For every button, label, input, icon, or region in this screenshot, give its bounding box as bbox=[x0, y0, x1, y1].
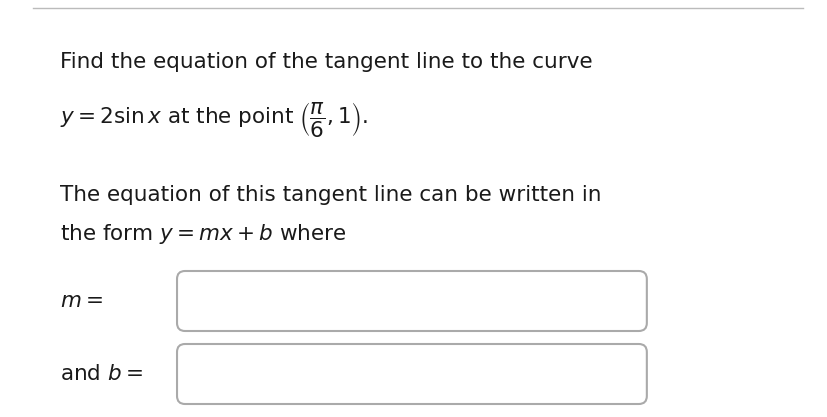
Text: $m = $: $m = $ bbox=[60, 291, 103, 311]
FancyBboxPatch shape bbox=[177, 271, 646, 331]
Text: $y = 2\sin x$ at the point $\left(\dfrac{\pi}{6}, 1\right).$: $y = 2\sin x$ at the point $\left(\dfrac… bbox=[60, 100, 368, 139]
Text: the form $y = mx + b$ where: the form $y = mx + b$ where bbox=[60, 222, 346, 246]
FancyBboxPatch shape bbox=[177, 344, 646, 404]
Text: Find the equation of the tangent line to the curve: Find the equation of the tangent line to… bbox=[60, 52, 592, 72]
Text: The equation of this tangent line can be written in: The equation of this tangent line can be… bbox=[60, 185, 600, 205]
Text: and $b = $: and $b = $ bbox=[60, 364, 143, 384]
